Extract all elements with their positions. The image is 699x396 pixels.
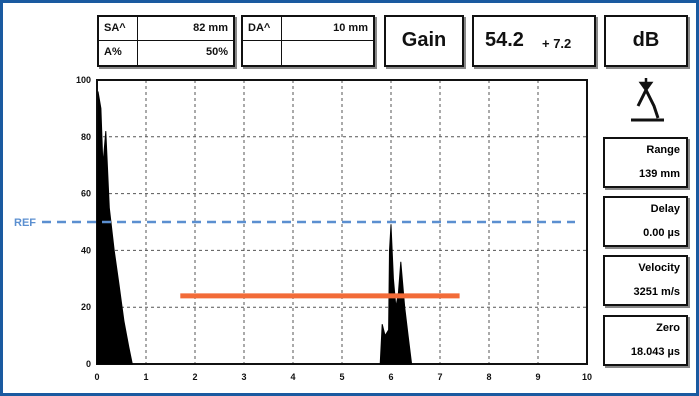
sa-value: 82 mm (193, 22, 228, 34)
a-percent-label: A% (104, 46, 122, 58)
db-label: dB (632, 29, 660, 51)
ref-label: REF (14, 217, 36, 229)
y-tick-label: 0 (86, 359, 91, 369)
delay-value: 0.00 µs (643, 227, 680, 239)
da-readout: DA^ 10 mm (241, 15, 375, 67)
x-tick-label: 7 (437, 372, 442, 382)
gain-step: + 7.2 (542, 36, 572, 51)
zero-value: 18.043 µs (630, 346, 680, 358)
delay-readout[interactable]: Delay 0.00 µs (603, 196, 688, 247)
y-tick-label: 40 (81, 245, 91, 255)
x-tick-label: 8 (486, 372, 491, 382)
y-tick-label: 100 (76, 75, 91, 85)
y-tick-label: 80 (81, 132, 91, 142)
gain-label: Gain (401, 29, 447, 51)
x-tick-label: 5 (339, 372, 344, 382)
x-tick-label: 10 (582, 372, 592, 382)
y-tick-label: 20 (81, 302, 91, 312)
gain-value-readout: 54.2 + 7.2 (472, 15, 596, 67)
da-label: DA^ (248, 22, 271, 34)
x-tick-label: 0 (94, 372, 99, 382)
gain-button[interactable]: Gain (384, 15, 464, 67)
zero-readout[interactable]: Zero 18.043 µs (603, 315, 688, 366)
x-tick-label: 6 (388, 372, 393, 382)
probe-angle-icon (628, 76, 668, 128)
range-value: 139 mm (639, 168, 680, 180)
range-readout[interactable]: Range 139 mm (603, 137, 688, 188)
a-percent-value: 50% (205, 46, 228, 58)
delay-label: Delay (650, 203, 680, 215)
echo-signal-0 (96, 91, 133, 365)
x-tick-label: 9 (535, 372, 540, 382)
plot-frame (96, 79, 588, 365)
zero-label: Zero (656, 322, 680, 334)
y-tick-label: 60 (81, 189, 91, 199)
echo-signal-1 (379, 224, 413, 365)
x-tick-label: 1 (143, 372, 148, 382)
sa-label: SA^ (104, 22, 126, 34)
velocity-label: Velocity (638, 262, 680, 274)
range-label: Range (646, 144, 680, 156)
sa-a-readout: SA^ 82 mm A% 50% (97, 15, 235, 67)
gain-value: 54.2 (485, 29, 524, 51)
da-value: 10 mm (333, 22, 368, 34)
db-unit-button[interactable]: dB (604, 15, 688, 67)
velocity-value: 3251 m/s (633, 286, 680, 298)
velocity-readout[interactable]: Velocity 3251 m/s (603, 255, 688, 306)
x-tick-label: 3 (241, 372, 246, 382)
x-tick-label: 4 (290, 372, 295, 382)
x-tick-label: 2 (192, 372, 197, 382)
